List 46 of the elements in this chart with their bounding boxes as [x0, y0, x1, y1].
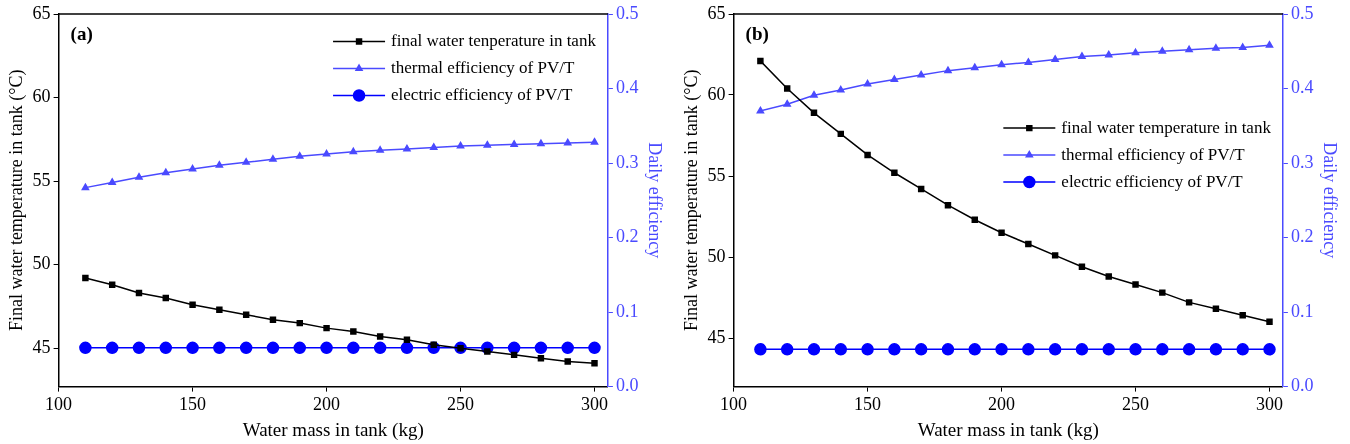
text: (a) — [70, 23, 93, 46]
y-tick-label: 50 — [707, 245, 726, 266]
y2-tick-label: 0.0 — [615, 375, 639, 396]
y2-axis-title: Daily efficiency — [1320, 142, 1341, 259]
x-tick-label: 200 — [988, 394, 1016, 415]
x-axis-title: Water mass in tank (kg) — [917, 418, 1099, 441]
y-tick-label: 50 — [32, 253, 51, 274]
y-tick-label: 45 — [32, 336, 51, 357]
y-axis-title: Final water temperature in tank (°C) — [680, 69, 702, 332]
text: (b) — [745, 23, 769, 46]
x-tick-label: 300 — [1256, 394, 1283, 415]
legend-label: final water tenperature in tank — [391, 30, 597, 50]
y-tick-label: 60 — [32, 86, 51, 107]
y2-tick-label: 0.4 — [1290, 77, 1314, 98]
y-tick-label: 65 — [707, 2, 726, 23]
x-axis-title: Water mass in tank (kg) — [242, 418, 424, 441]
x-tick-label: 150 — [854, 394, 882, 415]
y2-tick-label: 0.1 — [615, 300, 639, 321]
x-tick-label: 200 — [313, 394, 341, 415]
y-tick-label: 45 — [707, 326, 726, 347]
x-tick-label: 100 — [45, 394, 73, 415]
x-tick-label: 100 — [720, 394, 748, 415]
legend-label: final water temperature in tank — [1061, 117, 1272, 137]
legend-label: electric efficiency of PV/T — [391, 84, 574, 104]
y2-tick-label: 0.4 — [615, 77, 639, 98]
x-tick-label: 250 — [447, 394, 475, 415]
y-tick-label: 60 — [707, 83, 726, 104]
legend-label: thermal efficiency of PV/T — [391, 57, 575, 77]
x-tick-label: 250 — [1122, 394, 1150, 415]
x-tick-label: 150 — [179, 394, 207, 415]
legend-label: thermal efficiency of PV/T — [1061, 144, 1246, 164]
y2-tick-label: 0.1 — [1290, 300, 1314, 321]
y2-tick-label: 0.3 — [1290, 151, 1314, 172]
y-tick-label: 55 — [32, 169, 51, 190]
y2-tick-label: 0.0 — [1290, 375, 1314, 396]
y2-tick-label: 0.2 — [1290, 226, 1314, 247]
y-tick-label: 65 — [32, 2, 51, 23]
y-tick-label: 55 — [707, 164, 726, 185]
y2-axis-title: Daily efficiency — [645, 142, 666, 259]
y2-tick-label: 0.3 — [615, 151, 639, 172]
y2-tick-label: 0.5 — [1290, 2, 1314, 23]
y2-tick-label: 0.2 — [615, 226, 639, 247]
legend-label: electric efficiency of PV/T — [1061, 171, 1244, 191]
y-axis-title: Final water temperature in tank (°C) — [5, 69, 27, 332]
x-tick-label: 300 — [581, 394, 608, 415]
y2-tick-label: 0.5 — [615, 2, 639, 23]
